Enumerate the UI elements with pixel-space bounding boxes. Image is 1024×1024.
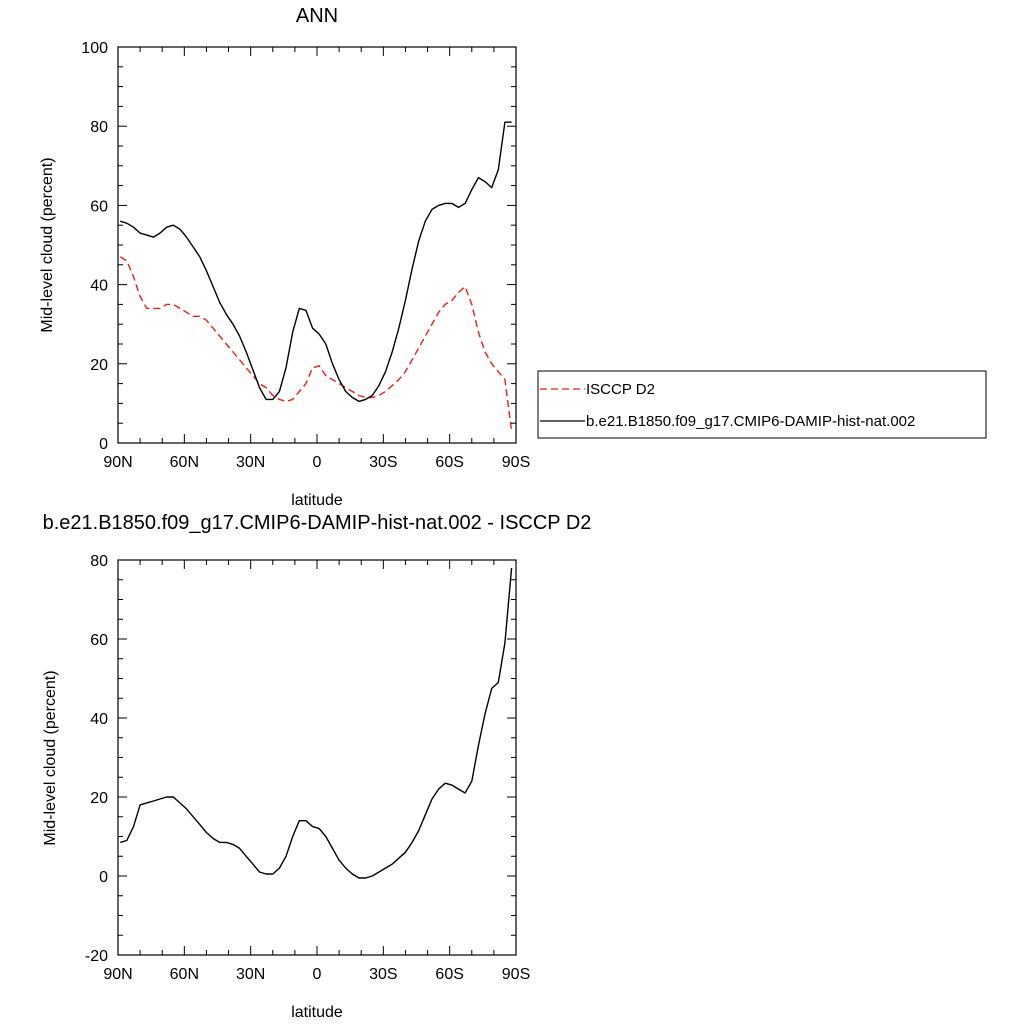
chart-bottom-ylabel: Mid-level cloud (percent) [42,670,59,845]
bot-ytick-label: 80 [90,553,108,570]
bot-xtick-label: 0 [313,966,322,983]
chart-top-title: ANN [296,5,338,27]
bot-xtick-label: 90S [502,966,530,983]
bot-ytick-label: 20 [90,790,108,807]
top-xtick-label: 30S [369,454,397,471]
top-series-line-0 [119,256,513,432]
top-ytick-label: 0 [99,436,108,453]
top-xtick-label: 60N [170,454,199,471]
legend-box [537,370,987,439]
chart-top-xlabel: latitude [291,492,343,509]
bot-xtick-label: 30S [369,966,397,983]
bot-xtick-label: 90N [103,966,132,983]
bot-ytick-label: 40 [90,711,108,728]
bot-ytick-label: 60 [90,632,108,649]
legend: ISCCP D2 b.e21.B1850.f09_g17.CMIP6-DAMIP… [537,370,987,439]
chart-top-ylabel: Mid-level cloud (percent) [39,157,56,332]
top-ytick-label: 100 [81,40,108,57]
top-series-line-1 [119,121,512,403]
chart-bottom-title: b.e21.B1850.f09_g17.CMIP6-DAMIP-hist-nat… [43,512,592,534]
bot-xtick-label: 30N [236,966,265,983]
top-xtick-label: 30N [236,454,265,471]
top-ytick-label: 80 [90,119,108,136]
bot-xtick-label: 60N [170,966,199,983]
legend-label-model: b.e21.B1850.f09_g17.CMIP6-DAMIP-hist-nat… [586,413,915,430]
bot-ytick-label: -20 [85,948,108,965]
chart-top: ANN 90N 60N 30N 0 30S 60S 90S 0 20 40 60 80 100 lat… [39,5,530,509]
chart-bottom-xlabel: latitude [291,1004,343,1021]
legend-label-isccp: ISCCP D2 [586,381,655,398]
chart-bottom: b.e21.B1850.f09_g17.CMIP6-DAMIP-hist-nat… [42,512,591,1021]
top-ytick-label: 60 [90,198,108,215]
bot-xtick-label: 60S [435,966,463,983]
top-xtick-label: 60S [435,454,463,471]
top-ytick-label: 20 [90,357,108,374]
bot-ytick-label: 0 [99,869,108,886]
bot-series-line-0 [120,567,513,879]
top-ytick-label: 40 [90,278,108,295]
top-xtick-label: 90N [103,454,132,471]
top-xtick-label: 90S [502,454,530,471]
top-xtick-label: 0 [313,454,322,471]
